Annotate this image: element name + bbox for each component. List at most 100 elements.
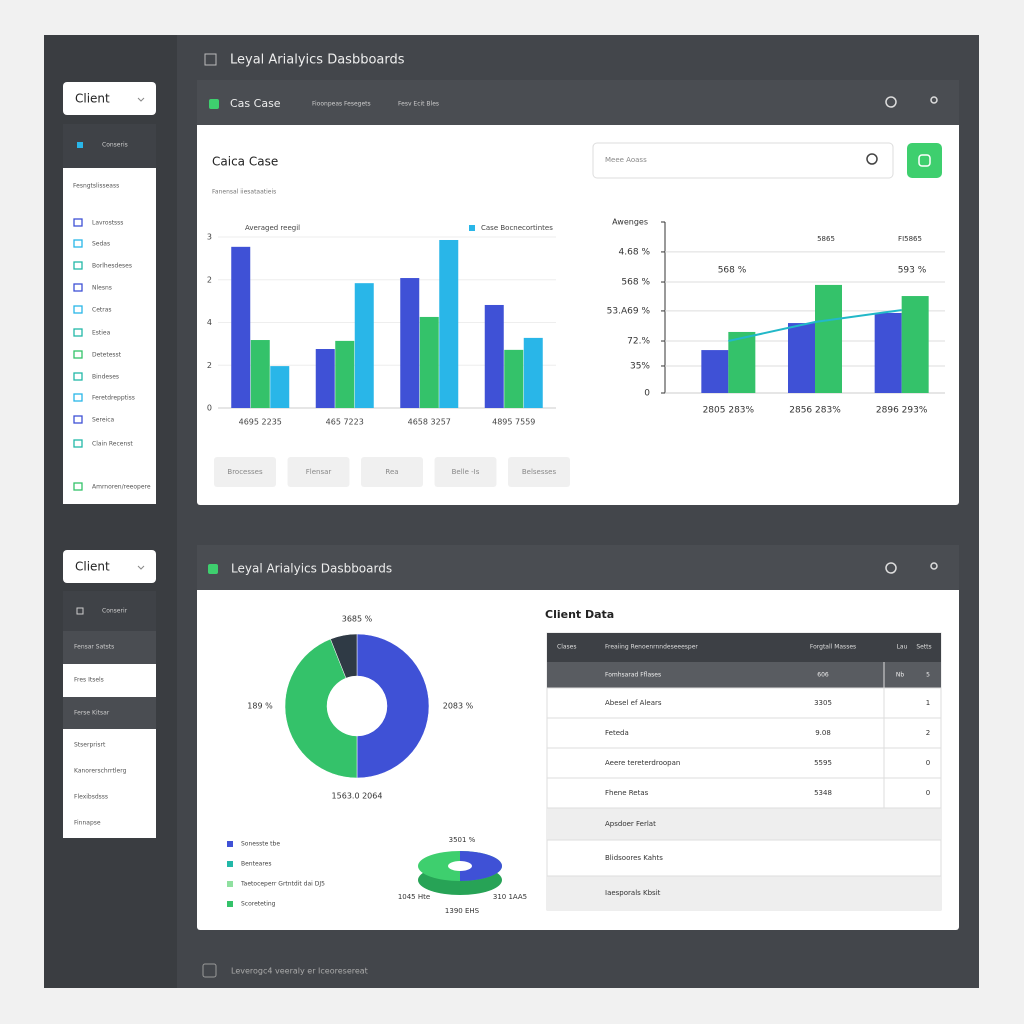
sidebar-item[interactable]: Cetras bbox=[92, 307, 112, 314]
sidebar-item-bg bbox=[63, 631, 156, 664]
donut-slice bbox=[356, 633, 430, 779]
sidebar-item-bg bbox=[63, 697, 156, 729]
search-icon[interactable] bbox=[885, 562, 897, 574]
sidebar-item[interactable]: Finnapse bbox=[74, 820, 101, 827]
user-icon[interactable] bbox=[930, 562, 938, 570]
bar bbox=[400, 278, 420, 408]
sidebar-item[interactable]: Estiea bbox=[92, 330, 111, 337]
sidebar-item[interactable]: Nlesns bbox=[92, 285, 112, 292]
annotation: 5865 bbox=[817, 235, 835, 243]
bar bbox=[484, 304, 504, 408]
sidebar-item[interactable]: Sereica bbox=[92, 417, 114, 424]
icon bbox=[73, 350, 83, 359]
search-box[interactable] bbox=[592, 142, 894, 179]
bar bbox=[315, 349, 335, 408]
table-cell: 606 bbox=[817, 672, 829, 679]
home-icon[interactable] bbox=[204, 53, 217, 66]
button-label[interactable]: Flensar bbox=[306, 468, 332, 476]
icon bbox=[918, 154, 931, 167]
button[interactable] bbox=[434, 457, 497, 487]
button-label[interactable]: Belsesses bbox=[522, 468, 557, 476]
panel-tab[interactable]: Fioonpeas Fesegets bbox=[312, 101, 371, 108]
chevron bbox=[137, 565, 145, 570]
y-tick-label: 568 % bbox=[621, 278, 650, 288]
sidebar-item[interactable]: Flexibsdsss bbox=[74, 794, 108, 801]
table-cell: Iaesporals Kbsit bbox=[605, 889, 661, 897]
annotation: 189 % bbox=[247, 702, 273, 711]
icon bbox=[73, 305, 83, 314]
sidebar-item[interactable]: Borlhesdeses bbox=[92, 263, 132, 270]
y-tick-label: 0 bbox=[207, 404, 212, 413]
sidebar-item[interactable]: Feretdrepptiss bbox=[92, 395, 135, 402]
button-label[interactable]: Belle -Is bbox=[452, 468, 480, 476]
bar bbox=[901, 296, 929, 393]
icon bbox=[209, 99, 219, 109]
annotation: 593 % bbox=[898, 266, 927, 276]
app-title: Leyal Arialyics Dasbboards bbox=[230, 53, 405, 68]
chart-title: Awenges bbox=[612, 218, 648, 227]
client-select[interactable] bbox=[63, 550, 156, 583]
y-tick-label: 4.68 % bbox=[619, 247, 651, 257]
legend-swatch bbox=[227, 901, 233, 907]
pie-label: 310 1AA5 bbox=[493, 893, 527, 901]
button-label[interactable]: Brocesses bbox=[227, 468, 263, 476]
user-icon[interactable] bbox=[930, 96, 938, 104]
sidebar-item[interactable]: Clain Recenst bbox=[92, 441, 133, 448]
bar bbox=[701, 350, 729, 393]
y-tick-label: 2 bbox=[207, 275, 212, 284]
sidebar-item[interactable]: Stserprisrt bbox=[74, 742, 106, 749]
sidebar-item[interactable]: Sedas bbox=[92, 241, 110, 248]
y-tick-label: 72.% bbox=[627, 337, 650, 347]
sidebar-item[interactable]: Conserir bbox=[102, 608, 128, 615]
client-label[interactable]: Client bbox=[75, 92, 110, 106]
table-title: Client Data bbox=[545, 608, 614, 621]
bar bbox=[270, 366, 290, 408]
table-cell: 2 bbox=[926, 729, 930, 737]
table-row-bg bbox=[547, 662, 941, 688]
client-label[interactable]: Client bbox=[75, 560, 110, 574]
bar bbox=[788, 323, 815, 393]
sidebar-section: Fesngtslisseass bbox=[73, 183, 119, 190]
y-tick-label: 0 bbox=[644, 389, 650, 399]
panel-tab[interactable]: Fesv Ecit Bles bbox=[398, 101, 439, 108]
x-tick-label: 465 7223 bbox=[326, 418, 364, 427]
y-tick-label: 53.A69 % bbox=[607, 306, 651, 316]
button[interactable] bbox=[214, 457, 276, 487]
sidebar-item[interactable]: Detetesst bbox=[92, 352, 122, 359]
table-cell: Abesel ef Alears bbox=[605, 699, 662, 707]
table-cell: 5 bbox=[926, 672, 930, 679]
sidebar-item[interactable]: Amrnoren/reeopere bbox=[92, 484, 151, 491]
table-cell: Aeere tereterdroopan bbox=[605, 759, 680, 767]
table-cell: Fhene Retas bbox=[605, 789, 649, 797]
y-tick-label: 4 bbox=[207, 318, 212, 327]
panel-subtitle: Fanensal iiesataatieis bbox=[212, 189, 276, 196]
bar bbox=[728, 331, 756, 393]
pie-3d-hole bbox=[448, 861, 472, 871]
action-button[interactable] bbox=[907, 143, 942, 178]
donut-slice bbox=[330, 633, 358, 679]
icon bbox=[73, 218, 83, 227]
sidebar-item[interactable]: Conseris bbox=[102, 142, 128, 149]
client-select[interactable] bbox=[63, 82, 156, 115]
annotation: FI5865 bbox=[898, 235, 922, 243]
button[interactable] bbox=[508, 457, 570, 487]
sidebar-item[interactable]: Fres Itsels bbox=[74, 677, 104, 684]
sidebar-item[interactable]: Fensar Satsts bbox=[74, 644, 114, 651]
sidebar-list bbox=[63, 124, 156, 504]
table-cell: 3305 bbox=[814, 699, 832, 707]
chevron bbox=[137, 97, 145, 102]
panel-tab[interactable]: Cas Case bbox=[230, 97, 281, 110]
table-header bbox=[547, 633, 941, 662]
pie-3d-slice bbox=[460, 851, 502, 881]
search-icon[interactable] bbox=[866, 153, 878, 165]
sidebar-item[interactable]: Lavrostsss bbox=[92, 220, 123, 227]
search-icon[interactable] bbox=[885, 96, 897, 108]
button-label[interactable]: Rea bbox=[385, 468, 398, 476]
bar bbox=[335, 340, 355, 408]
sidebar-item[interactable]: Kanorerschrrtlerg bbox=[74, 768, 127, 775]
button[interactable] bbox=[361, 457, 423, 487]
sidebar-item[interactable]: Ferse Kitsar bbox=[74, 710, 110, 717]
column-header: Clases bbox=[557, 644, 576, 651]
sidebar-item[interactable]: Bindeses bbox=[92, 374, 119, 381]
button[interactable] bbox=[287, 457, 350, 487]
